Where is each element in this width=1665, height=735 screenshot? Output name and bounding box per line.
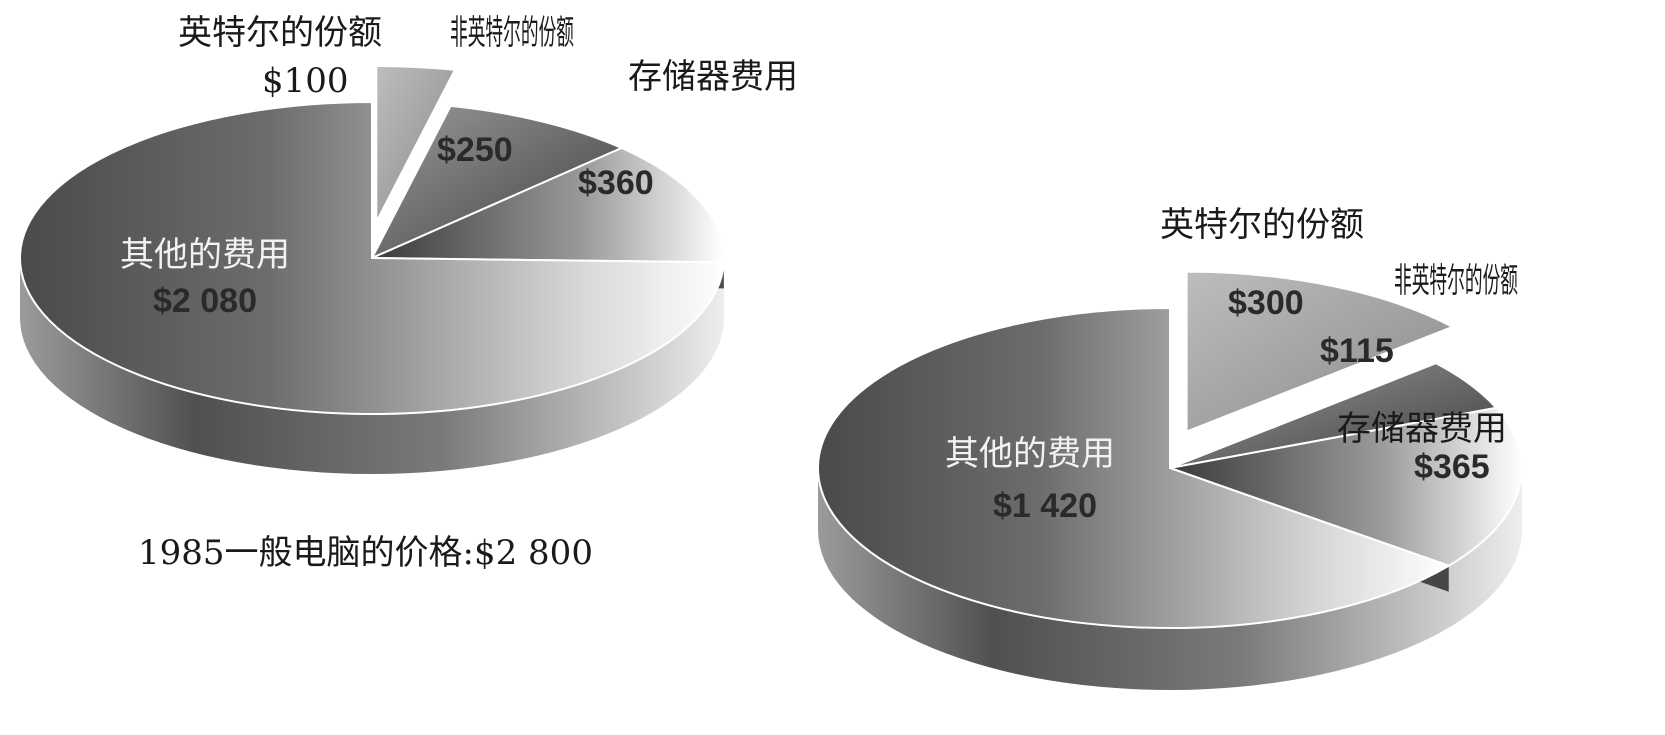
pie1-label-other-cost: 其他的费用 bbox=[120, 235, 290, 275]
pie1-value-other-cost: $2 080 bbox=[153, 282, 257, 320]
pie1-label-non-intel-share: 非英特尔的份额 bbox=[450, 13, 574, 53]
pie2-slice-other-cost bbox=[817, 306, 1452, 629]
pie2-label-non-intel-share: 非英特尔的份额 bbox=[1394, 261, 1518, 301]
pie1-caption: 1985一般电脑的价格:$2 800 bbox=[138, 533, 593, 573]
pie1-label-intel-share: 英特尔的份额 bbox=[178, 13, 382, 53]
pie2-value-non-intel-share: $115 bbox=[1320, 332, 1394, 370]
pie1-value-non-intel-share: $250 bbox=[437, 131, 513, 169]
pie2-label-memory-cost: 存储器费用 bbox=[1337, 409, 1507, 449]
pie-chart-second bbox=[817, 270, 1523, 690]
pie2-label-intel-share: 英特尔的份额 bbox=[1160, 205, 1364, 245]
pie-chart-1985 bbox=[19, 64, 725, 474]
pie1-slice-other-cost bbox=[19, 100, 725, 415]
pie1-slice-intel-share bbox=[375, 64, 457, 223]
pie2-slice-memory-cost bbox=[1166, 406, 1523, 567]
pie1-value-memory-cost: $360 bbox=[578, 164, 654, 202]
pie1-slice-non-intel-share bbox=[369, 104, 625, 261]
pie1-side-wall bbox=[20, 258, 724, 474]
pie2-value-memory-cost: $365 bbox=[1414, 448, 1490, 486]
pie1-value-intel-share: $100 bbox=[262, 61, 349, 101]
pie2-slice-intel-share bbox=[1185, 270, 1456, 434]
pie2-label-other-cost: 其他的费用 bbox=[945, 434, 1115, 474]
pie2-value-intel-share: $300 bbox=[1228, 284, 1304, 322]
pie1-slice-memory-cost bbox=[371, 146, 725, 264]
pie1-label-memory-cost: 存储器费用 bbox=[628, 57, 798, 97]
pie2-side-wall bbox=[818, 468, 1522, 690]
pie2-value-other-cost: $1 420 bbox=[993, 487, 1097, 525]
